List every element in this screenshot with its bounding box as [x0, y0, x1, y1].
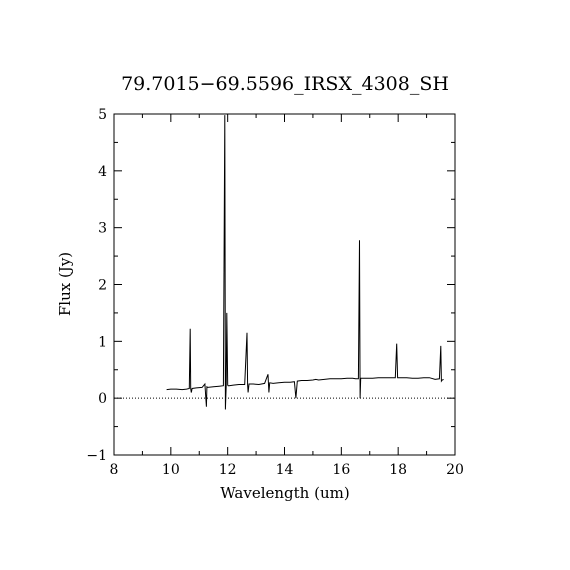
y-tick-label: 3	[98, 221, 107, 237]
y-axis-label: Flux (Jy)	[56, 252, 74, 316]
x-tick-label: 18	[389, 462, 407, 478]
chart-title: 79.7015−69.5596_IRSX_4308_SH	[121, 73, 449, 95]
plot-frame	[113, 113, 456, 456]
x-tick-label: 14	[276, 462, 294, 478]
y-tick-label: 4	[98, 164, 107, 180]
x-axis-label: Wavelength (um)	[220, 484, 349, 502]
y-tick-label: 5	[98, 107, 107, 123]
x-tick-label: 8	[110, 462, 119, 478]
x-tick-label: 16	[332, 462, 350, 478]
y-tick-label: 0	[98, 391, 107, 407]
y-tick-label: 1	[98, 334, 107, 350]
x-tick-label: 10	[162, 462, 180, 478]
spectrum-line	[166, 115, 444, 410]
y-tick-label: −1	[86, 448, 107, 464]
x-tick-label: 20	[446, 462, 464, 478]
x-tick-label: 12	[219, 462, 237, 478]
y-tick-label: 2	[98, 278, 107, 294]
